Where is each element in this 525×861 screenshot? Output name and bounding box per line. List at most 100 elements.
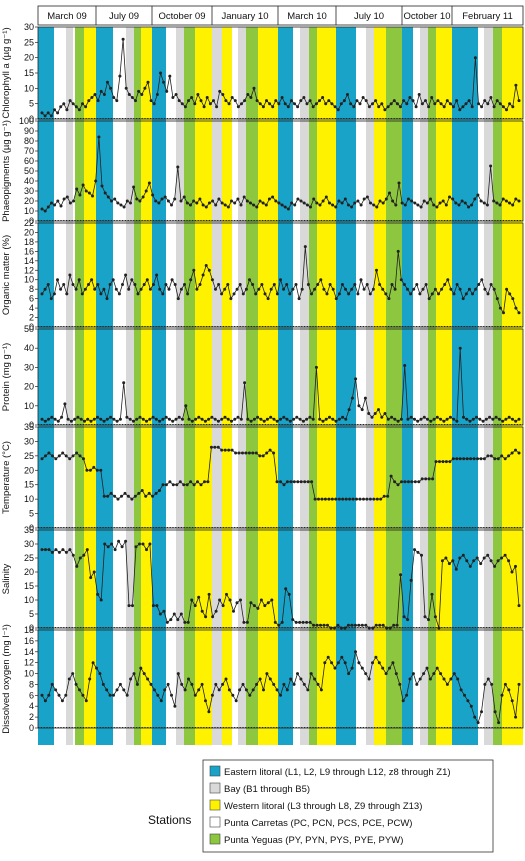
data-point <box>480 278 484 282</box>
y-tick-label: 15 <box>24 68 34 78</box>
legend-label: Punta Yeguas (PY, PYN, PYS, PYE, PYW) <box>224 835 403 846</box>
data-point <box>149 99 153 103</box>
data-point <box>75 187 79 191</box>
data-point <box>334 205 338 209</box>
data-point <box>193 102 197 106</box>
data-point <box>256 415 260 419</box>
data-point <box>413 548 416 552</box>
data-point <box>200 609 204 613</box>
y-tick-label: 16 <box>24 246 34 256</box>
data-point <box>96 99 100 103</box>
data-point <box>439 417 443 421</box>
data-point <box>112 417 116 421</box>
data-point <box>360 666 364 670</box>
data-point <box>306 688 310 692</box>
data-point <box>210 693 214 697</box>
data-point <box>118 74 122 78</box>
data-point <box>427 105 431 109</box>
station-bands <box>38 27 523 745</box>
data-point <box>151 494 155 498</box>
data-point <box>164 483 168 487</box>
data-point <box>192 268 196 272</box>
data-point <box>337 292 341 296</box>
data-point <box>293 102 296 106</box>
data-point <box>400 480 403 484</box>
data-point <box>226 205 230 209</box>
legend-swatch <box>209 833 221 845</box>
data-point <box>94 179 98 183</box>
data-point <box>334 297 338 301</box>
data-point <box>43 699 47 703</box>
data-point <box>498 102 502 106</box>
data-point <box>181 417 184 421</box>
data-point <box>371 626 375 630</box>
data-point <box>435 415 439 419</box>
data-point <box>141 417 145 421</box>
data-point <box>432 203 436 207</box>
data-point <box>40 548 44 552</box>
data-point <box>258 677 262 681</box>
data-point <box>339 102 343 106</box>
data-point <box>99 598 103 602</box>
data-point <box>461 105 465 109</box>
data-point <box>123 491 127 495</box>
data-point <box>252 203 256 207</box>
data-point <box>315 623 319 627</box>
data-point <box>272 283 276 286</box>
data-point <box>367 626 371 630</box>
data-point <box>262 419 266 423</box>
data-point <box>406 287 409 291</box>
data-point <box>179 287 183 291</box>
data-point <box>98 672 102 676</box>
data-point <box>106 545 110 549</box>
data-point <box>245 620 249 624</box>
data-point <box>395 623 399 627</box>
data-point <box>220 292 224 296</box>
data-point <box>198 283 202 286</box>
data-point <box>410 199 414 203</box>
data-point <box>409 415 413 419</box>
data-point <box>233 99 237 103</box>
data-point <box>207 592 211 596</box>
data-point <box>451 457 455 461</box>
data-point <box>461 297 465 301</box>
station-band <box>152 27 166 745</box>
data-point <box>339 626 343 630</box>
data-point <box>356 199 360 203</box>
period-label: October 09 <box>159 11 206 22</box>
data-point <box>458 457 462 461</box>
data-point <box>201 273 205 277</box>
data-point <box>53 417 57 421</box>
data-point <box>163 688 167 692</box>
data-point <box>199 99 203 103</box>
data-point <box>138 199 142 203</box>
data-point <box>420 553 423 557</box>
data-point <box>224 99 228 103</box>
data-point <box>211 615 215 619</box>
data-point <box>413 201 417 205</box>
data-point <box>296 672 299 676</box>
data-point <box>351 497 355 501</box>
data-point <box>471 292 474 296</box>
data-point <box>255 99 259 103</box>
data-point <box>385 626 389 630</box>
data-point <box>514 448 517 452</box>
station-band <box>134 27 141 745</box>
data-point <box>517 604 521 608</box>
data-point <box>147 181 151 185</box>
station-band <box>502 27 523 745</box>
data-point <box>171 419 175 423</box>
data-point <box>270 598 274 602</box>
data-point <box>272 417 276 421</box>
data-point <box>442 677 446 681</box>
data-point <box>50 454 54 458</box>
data-point <box>207 201 211 205</box>
data-point <box>419 417 423 421</box>
data-point <box>476 457 479 461</box>
station-band <box>300 27 309 745</box>
data-point <box>85 548 89 552</box>
data-point <box>317 497 320 501</box>
data-point <box>145 278 149 282</box>
data-point <box>50 550 54 554</box>
data-point <box>182 195 186 199</box>
